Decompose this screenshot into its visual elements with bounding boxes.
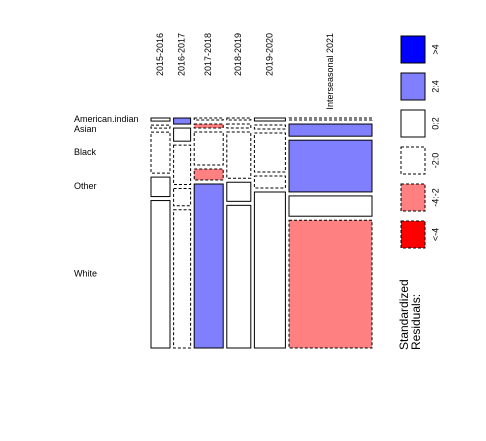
mosaic-cell — [253, 132, 286, 173]
mosaic-cell — [150, 124, 171, 129]
mosaic-cell — [253, 117, 286, 122]
row-label: White — [74, 269, 97, 279]
legend-label: >4 — [430, 44, 440, 54]
column-label: 2016-2017 — [176, 33, 186, 76]
mosaic-cell — [288, 117, 373, 121]
legend-swatch — [400, 183, 426, 212]
mosaic-cell — [193, 168, 224, 181]
legend-swatch — [400, 146, 426, 175]
row-label: Other — [74, 181, 97, 191]
mosaic-cell — [150, 117, 171, 122]
row-label: Asian — [74, 124, 97, 134]
legend-label: -4:-2 — [430, 188, 440, 207]
mosaic-cell — [173, 144, 192, 186]
legend-swatch — [400, 35, 426, 64]
mosaic-cell — [253, 191, 286, 349]
legend-label: 0:2 — [430, 117, 440, 130]
column-label: Interseasonal 2021 — [325, 33, 335, 110]
mosaic-cell — [173, 188, 192, 207]
column-label: 2018-2019 — [233, 33, 243, 76]
column-label: 2019-2020 — [264, 33, 274, 76]
mosaic-cell — [288, 219, 373, 349]
column-label: 2017-2018 — [203, 33, 213, 76]
mosaic-cell — [173, 209, 192, 349]
mosaic-cell — [288, 139, 373, 193]
legend-label: 2:4 — [430, 80, 440, 93]
mosaic-cell — [226, 117, 252, 121]
legend-swatch — [400, 72, 426, 101]
mosaic-cell — [226, 204, 252, 349]
mosaic-cell — [193, 117, 224, 121]
column-label: 2015-2016 — [155, 33, 165, 76]
mosaic-cell — [253, 124, 286, 130]
legend-label: <-4 — [430, 228, 440, 241]
mosaic-cell — [226, 181, 252, 202]
mosaic-cell — [150, 200, 171, 349]
legend-title: Standardized — [397, 279, 411, 350]
legend-swatch — [400, 220, 426, 249]
mosaic-cell — [288, 123, 373, 137]
row-label: Black — [74, 147, 97, 157]
mosaic-cell — [226, 131, 252, 179]
mosaic-cell — [173, 127, 192, 142]
mosaic-cell — [193, 123, 224, 129]
mosaic-cell — [173, 117, 192, 125]
legend-label: -2:0 — [430, 153, 440, 169]
mosaic-cell — [193, 183, 224, 349]
legend-title: Residuals: — [409, 294, 423, 350]
mosaic-cell — [150, 131, 171, 174]
mosaic-cell — [288, 195, 373, 217]
row-label: American.indian — [74, 114, 139, 124]
mosaic-cell — [150, 176, 171, 198]
mosaic-cell — [226, 123, 252, 129]
legend-swatch — [400, 109, 426, 138]
mosaic-cell — [253, 175, 286, 189]
mosaic-cell — [193, 131, 224, 166]
